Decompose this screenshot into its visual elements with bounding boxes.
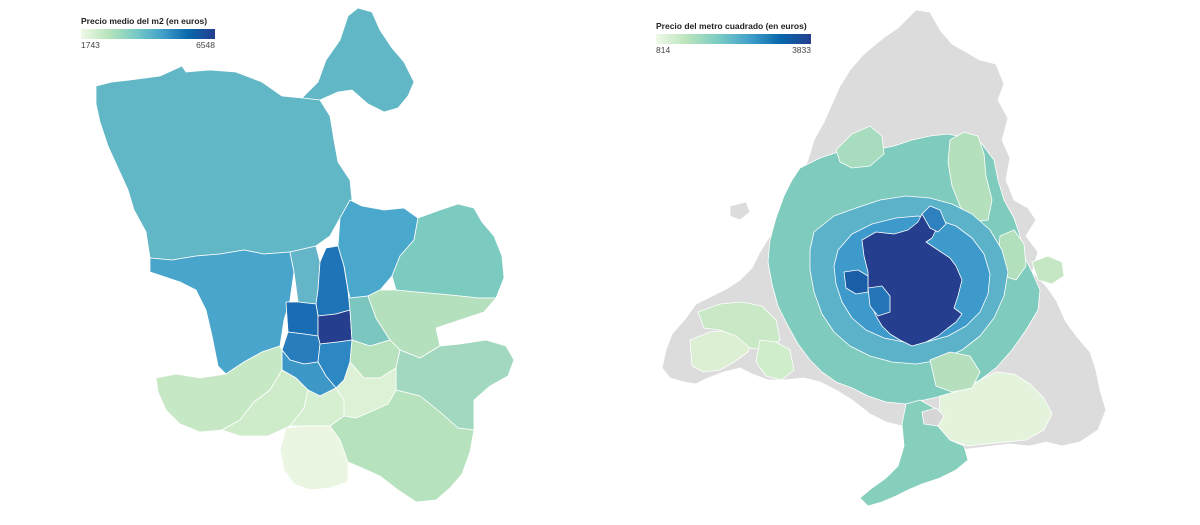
district-carabanchel[interactable]	[221, 369, 309, 437]
municipalities-southeast-light[interactable]	[937, 371, 1053, 447]
municipalities-east-lightgreen-2[interactable]	[1031, 255, 1065, 285]
municipalities-southeast-green[interactable]	[929, 351, 981, 393]
district-north-east-lobe[interactable]	[301, 7, 415, 113]
no-data-region-west	[729, 201, 751, 221]
municipality-alcobendas-area[interactable]	[921, 205, 947, 233]
left-map-legend: Precio medio del m2 (en euros) 1743 6548	[81, 16, 215, 50]
district-villa-de-vallecas[interactable]	[329, 389, 475, 503]
left-legend-title: Precio medio del m2 (en euros)	[81, 16, 208, 26]
district-villaverde[interactable]	[279, 425, 349, 491]
municipalities-north-lightgreen-2[interactable]	[947, 131, 993, 223]
municipality-pozuelo[interactable]	[843, 269, 869, 295]
left-legend-gradient	[81, 29, 215, 39]
right-legend-gradient	[656, 34, 811, 44]
left-legend-max: 6548	[196, 40, 215, 50]
comunidad-madrid-choropleth	[661, 9, 1107, 507]
left-legend-min: 1743	[81, 40, 100, 50]
municipality-majadahonda-area[interactable]	[867, 285, 891, 317]
municipalities-north-lightgreen-1[interactable]	[835, 125, 885, 169]
madrid-city-choropleth	[95, 7, 515, 503]
municipalities-west-green-2[interactable]	[755, 339, 795, 381]
right-legend-min: 814	[656, 45, 671, 55]
right-legend-title: Precio del metro cuadrado (en euros)	[656, 21, 807, 31]
district-salamanca[interactable]	[317, 309, 353, 345]
right-map-legend: Precio del metro cuadrado (en euros) 814…	[656, 21, 811, 55]
right-map-panel: Precio del metro cuadrado (en euros) 814…	[600, 0, 1200, 525]
district-hortaleza[interactable]	[337, 199, 419, 299]
no-data-region-southeast-patch	[921, 407, 945, 427]
district-chamberi[interactable]	[285, 301, 319, 337]
district-tetuan[interactable]	[289, 245, 321, 305]
left-map-panel: Precio medio del m2 (en euros) 1743 6548	[81, 7, 515, 503]
right-legend-max: 3833	[792, 45, 811, 55]
